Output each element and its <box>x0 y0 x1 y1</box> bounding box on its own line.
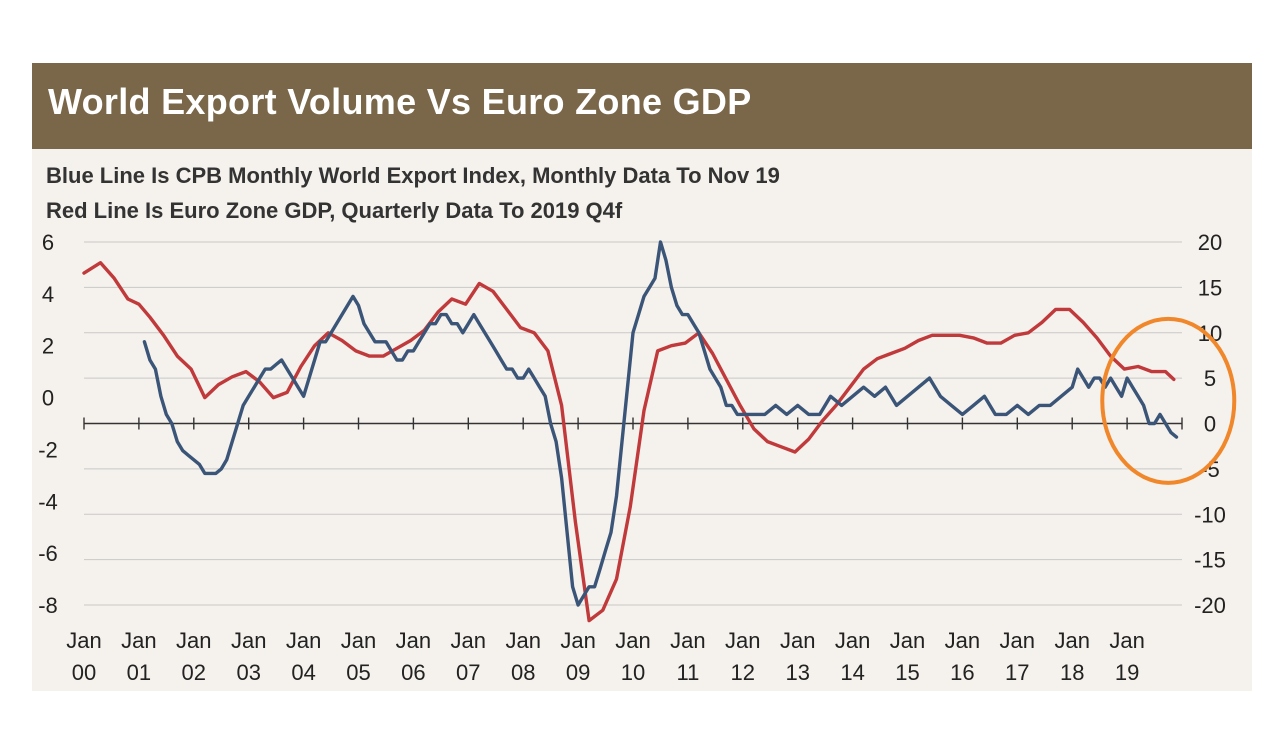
subtitle-line-2: Red Line Is Euro Zone GDP, Quarterly Dat… <box>46 198 623 223</box>
x-tick-label: Jan <box>670 628 705 653</box>
x-tick-label: 19 <box>1115 660 1139 685</box>
left-tick-label: 6 <box>42 230 54 255</box>
x-tick-label: Jan <box>66 628 101 653</box>
left-tick-label: -8 <box>38 593 58 618</box>
left-tick-label: 2 <box>42 334 54 359</box>
x-tick-label: 10 <box>621 660 645 685</box>
exports-series-line <box>142 240 1179 607</box>
x-tick-label: 14 <box>840 660 864 685</box>
x-tick-label: Jan <box>890 628 925 653</box>
x-tick-label: 02 <box>182 660 206 685</box>
right-tick-label: -10 <box>1194 502 1226 527</box>
right-tick-label: 0 <box>1204 412 1216 437</box>
x-tick-label: Jan <box>1054 628 1089 653</box>
x-tick-label: Jan <box>121 628 156 653</box>
x-tick-label: Jan <box>396 628 431 653</box>
x-tick-label: Jan <box>1000 628 1035 653</box>
x-tick-label: 00 <box>72 660 96 685</box>
x-tick-label: 08 <box>511 660 535 685</box>
x-tick-label: 04 <box>291 660 315 685</box>
x-tick-label: 07 <box>456 660 480 685</box>
x-tick-label: Jan <box>451 628 486 653</box>
left-tick-label: 0 <box>42 386 54 411</box>
x-tick-label: Jan <box>176 628 211 653</box>
x-tick-label: 15 <box>895 660 919 685</box>
right-tick-label: 20 <box>1198 230 1222 255</box>
x-tick-label: Jan <box>341 628 376 653</box>
x-tick-label: 12 <box>731 660 755 685</box>
title-bar: World Export Volume Vs Euro Zone GDP <box>32 63 1252 149</box>
right-tick-label: 5 <box>1204 366 1216 391</box>
x-tick-label: Jan <box>286 628 321 653</box>
x-tick-label: Jan <box>945 628 980 653</box>
gdp-series-line <box>82 261 1176 623</box>
right-tick-label: 10 <box>1198 321 1222 346</box>
x-tick-label: 01 <box>127 660 151 685</box>
x-tick-label: Jan <box>615 628 650 653</box>
x-tick-label: Jan <box>560 628 595 653</box>
x-tick-label: 05 <box>346 660 370 685</box>
right-tick-label: -15 <box>1194 548 1226 573</box>
x-tick-label: Jan <box>780 628 815 653</box>
chart-title: World Export Volume Vs Euro Zone GDP <box>48 81 752 122</box>
x-tick-label: 16 <box>950 660 974 685</box>
highlight-circle <box>1100 316 1237 485</box>
right-tick-label: 15 <box>1198 275 1222 300</box>
x-tick-label: Jan <box>1109 628 1144 653</box>
x-tick-label: 09 <box>566 660 590 685</box>
x-tick-label: Jan <box>725 628 760 653</box>
x-tick-label: Jan <box>505 628 540 653</box>
x-tick-label: 13 <box>785 660 809 685</box>
x-tick-label: Jan <box>231 628 266 653</box>
x-tick-label: 17 <box>1005 660 1029 685</box>
x-tick-label: 06 <box>401 660 425 685</box>
left-tick-label: -4 <box>38 489 58 514</box>
right-tick-label: -5 <box>1200 457 1220 482</box>
right-tick-label: -20 <box>1194 593 1226 618</box>
left-tick-label: -2 <box>38 437 58 462</box>
x-tick-label: Jan <box>835 628 870 653</box>
left-tick-label: -6 <box>38 541 58 566</box>
subtitle-line-1: Blue Line Is CPB Monthly World Export In… <box>46 163 780 188</box>
x-tick-label: 18 <box>1060 660 1084 685</box>
x-tick-label: 11 <box>676 660 699 685</box>
x-tick-label: 03 <box>236 660 260 685</box>
left-tick-label: 4 <box>42 282 54 307</box>
